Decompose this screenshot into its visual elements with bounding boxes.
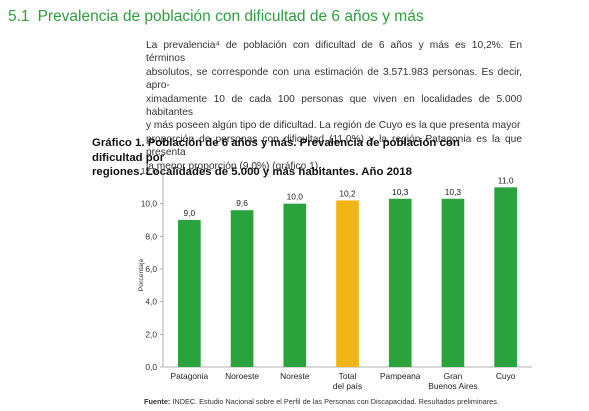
bar [441, 198, 465, 367]
bar [230, 210, 254, 367]
chart-title: Gráfico 1. Población de 6 años y más. Pr… [92, 136, 512, 180]
x-category-label: Noroeste [225, 371, 259, 381]
bar-value-label: 9,6 [236, 198, 248, 208]
source-label: Fuente: [144, 397, 171, 406]
chart-title-line: Gráfico 1. Población de 6 años y más. Pr… [92, 137, 460, 164]
section-number: 5.1 [8, 8, 30, 25]
section-title: Prevalencia de población con dificultad … [37, 8, 424, 25]
section-heading: 5.1 Prevalencia de población con dificult… [8, 8, 424, 26]
y-tick-label: 6,0 [145, 264, 157, 274]
paragraph-line: proporción de personas con dificultad (1… [146, 133, 522, 159]
y-tick-label: 10,0 [141, 199, 158, 209]
bar-value-label: 9,0 [184, 208, 196, 218]
bar [283, 203, 307, 367]
bar [388, 198, 412, 367]
paragraph-line: ximadamente 10 de cada 100 personas que … [146, 93, 522, 119]
x-category-label: Cuyo [496, 371, 516, 381]
y-tick-label: 4,0 [145, 297, 157, 307]
y-tick-label: 0,0 [145, 362, 157, 372]
chart-title-line: regiones. Localidades de 5.000 y más hab… [92, 166, 412, 178]
x-category-label: Patagonia [170, 371, 208, 381]
paragraph-line: la menor proporción (9,0%) (gráfico 1). [146, 160, 321, 172]
bar-value-label: 10,3 [445, 187, 462, 197]
paragraph-line: La prevalencia⁴ de población con dificul… [146, 40, 522, 65]
paragraph-line: y más poseen algún tipo de dificultad. L… [146, 120, 521, 132]
y-tick-label: 12,0 [141, 166, 158, 176]
source-note: Fuente: INDEC. Estudio Nacional sobre el… [144, 397, 499, 406]
bar [494, 187, 517, 367]
bar-value-label: 10,0 [287, 192, 304, 202]
paragraph-line: absolutos, se corresponde con una estima… [146, 66, 522, 92]
x-category-label: del país [333, 381, 362, 391]
bar-value-label: 10,3 [392, 187, 409, 197]
x-category-label: Pampeana [380, 371, 421, 381]
bar-value-label: 11,0 [498, 175, 514, 185]
x-category-label: Buenos Aires [428, 381, 477, 391]
x-category-label: Noreste [280, 371, 310, 381]
y-tick-label: 2,0 [145, 329, 157, 339]
y-tick-label: 8,0 [145, 231, 157, 241]
x-category-label: Gran [444, 371, 463, 381]
intro-paragraph: La prevalencia⁴ de población con dificul… [146, 39, 522, 173]
y-axis-title: Porcentaje [138, 259, 145, 292]
source-text: INDEC. Estudio Nacional sobre el Perfil … [172, 397, 499, 406]
bar [336, 200, 359, 367]
x-category-label: Total [339, 371, 357, 381]
bar [178, 220, 201, 367]
bar-value-label: 10,2 [339, 188, 356, 198]
